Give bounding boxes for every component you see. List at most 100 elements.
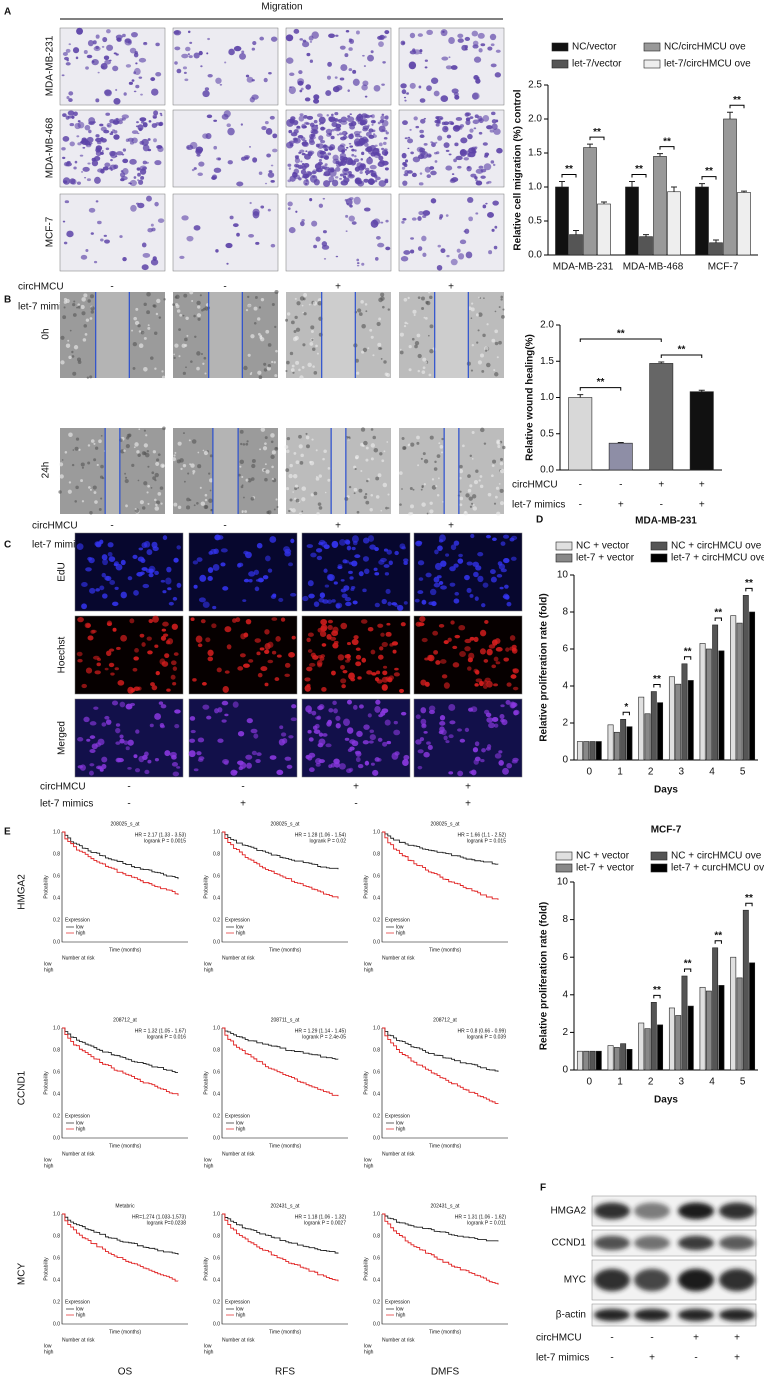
texture: [424, 317, 428, 320]
cell: [362, 588, 367, 593]
cell: [309, 59, 314, 63]
cell: [105, 112, 111, 116]
cell: [354, 141, 361, 147]
km-logrank: logrank P = 0.015: [467, 838, 506, 844]
cell: [306, 115, 314, 120]
cell: [195, 146, 204, 153]
cell: [349, 145, 354, 148]
cell: [339, 177, 342, 180]
texture: [494, 310, 497, 313]
cell: [256, 752, 262, 756]
texture: [498, 483, 501, 485]
km-hr: HR=1.274 (1.033-1.573): [132, 1214, 186, 1220]
cell: [331, 147, 335, 150]
texture: [295, 460, 300, 465]
texture: [177, 441, 182, 446]
cell: [142, 144, 150, 152]
cell: [259, 36, 264, 41]
cell: [478, 165, 484, 169]
texture: [498, 306, 501, 309]
km-risk-label: low: [44, 1343, 52, 1349]
bar: [736, 977, 743, 1071]
km-legend-label: high: [76, 1312, 86, 1318]
texture: [143, 367, 148, 372]
texture: [274, 290, 279, 295]
wound-gap: [434, 292, 469, 378]
texture: [323, 449, 327, 454]
cell: [374, 257, 379, 261]
km-title: 208025_s_at: [271, 821, 301, 827]
cell: [116, 37, 122, 42]
wound-gap: [444, 428, 459, 514]
significance-bracket: [589, 136, 605, 141]
texture: [470, 369, 474, 372]
cell: [204, 87, 210, 91]
cell: [384, 151, 389, 155]
cell: [454, 142, 459, 147]
texture: [301, 510, 304, 513]
cell: [62, 156, 66, 160]
cell: [384, 30, 390, 35]
cell: [368, 156, 371, 159]
cell: [363, 207, 371, 212]
y-tick-label: 1.5: [540, 356, 554, 367]
error-bar: [587, 143, 593, 148]
cell: [486, 744, 492, 749]
cell: [317, 662, 323, 668]
cell: [286, 118, 294, 127]
cell: [417, 765, 423, 770]
cell: [474, 683, 479, 687]
cell: [224, 61, 227, 64]
texture: [360, 469, 363, 473]
texture: [290, 368, 295, 372]
cell: [119, 235, 123, 238]
y-axis-label: Relative cell migration (%) control: [513, 89, 524, 250]
cell: [348, 767, 354, 772]
cell: [108, 662, 115, 668]
km-curve: [222, 1213, 339, 1282]
cell: [480, 629, 487, 637]
legend-label: NC + vector: [576, 851, 630, 862]
cell: [306, 52, 311, 57]
texture: [380, 292, 385, 297]
cell: [297, 164, 304, 170]
cell: [450, 544, 457, 551]
cell: [106, 622, 112, 627]
condition-sign: +: [465, 782, 471, 793]
blot-band: [719, 1202, 755, 1220]
texture: [253, 306, 258, 311]
condition-sign: -: [127, 799, 130, 810]
cell: [179, 255, 185, 260]
cell: [187, 53, 190, 55]
cell: [403, 601, 408, 605]
wound-image: [284, 427, 391, 516]
cell: [318, 539, 326, 545]
cell: [452, 662, 460, 668]
texture: [358, 488, 363, 493]
cell: [348, 142, 352, 145]
texture: [296, 301, 301, 306]
cell: [171, 623, 178, 630]
cell: [386, 549, 392, 555]
blot-band: [678, 1268, 714, 1292]
condition-sign: -: [223, 521, 226, 532]
cell: [417, 749, 424, 754]
cell: [270, 164, 274, 167]
cell: [426, 29, 434, 35]
cell: [454, 634, 461, 639]
cell: [331, 630, 339, 637]
texture: [202, 449, 205, 452]
cell: [221, 113, 229, 120]
texture: [192, 472, 195, 475]
texture: [257, 317, 261, 321]
texture: [303, 293, 308, 297]
texture: [496, 356, 499, 359]
x-tick-label: 3: [679, 767, 685, 778]
cell: [226, 644, 232, 650]
cell: [406, 92, 410, 95]
cell: [456, 248, 461, 253]
cell: [183, 71, 187, 74]
cell: [345, 540, 351, 545]
texture: [59, 474, 64, 479]
cell: [419, 98, 426, 103]
